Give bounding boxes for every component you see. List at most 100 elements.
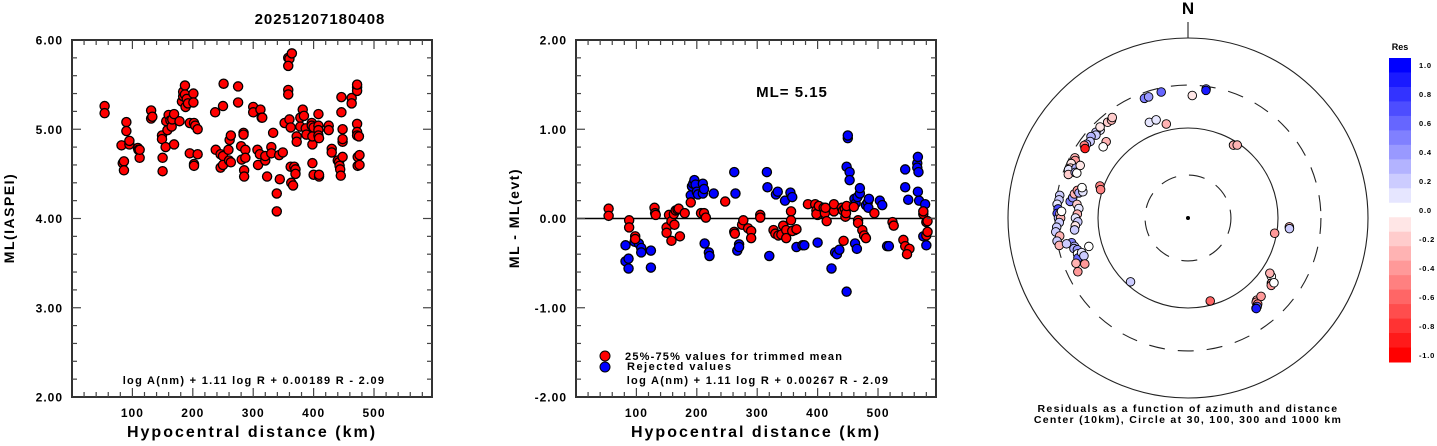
data-point bbox=[323, 124, 334, 136]
data-point bbox=[232, 97, 244, 108]
rejected-point bbox=[883, 240, 895, 252]
colorbar-swatch bbox=[1389, 289, 1411, 305]
trimmed-point bbox=[623, 222, 635, 233]
data-point bbox=[218, 78, 229, 89]
rejected-point bbox=[623, 253, 634, 264]
station-point bbox=[1095, 184, 1106, 195]
ring-30km bbox=[1144, 174, 1232, 262]
rejected-point bbox=[772, 186, 783, 197]
data-point bbox=[337, 124, 348, 135]
colorbar-swatch bbox=[1389, 159, 1411, 175]
rejected-point bbox=[899, 182, 911, 193]
y-tick-label: 2.00 bbox=[540, 34, 567, 48]
x-tick-label: 200 bbox=[181, 406, 204, 420]
ml-distance-plot: 100 200 300 400 500 2.00 3.00 4.00 5.00 6.00 Hyp… bbox=[1, 34, 433, 441]
trimmed-point bbox=[901, 248, 913, 260]
y-tick-label: 4.00 bbox=[36, 212, 63, 226]
colorbar-swatch bbox=[1389, 86, 1411, 102]
data-point bbox=[282, 60, 294, 72]
legend-marker-rejected bbox=[599, 361, 611, 373]
rejected-point bbox=[730, 188, 741, 199]
rejected-point bbox=[902, 194, 914, 206]
rejected-point bbox=[851, 243, 863, 255]
y-tick-label: 2.00 bbox=[36, 391, 63, 405]
data-point bbox=[326, 147, 337, 158]
rejected-point bbox=[912, 151, 924, 163]
ml-distance-frame bbox=[71, 39, 433, 398]
rejected-point bbox=[899, 164, 911, 175]
ml-distance-points bbox=[99, 48, 365, 217]
station-point bbox=[1071, 258, 1081, 269]
rejected-point bbox=[844, 174, 855, 186]
station-point bbox=[1061, 239, 1072, 249]
data-point bbox=[282, 89, 294, 100]
rejected-point bbox=[645, 262, 657, 273]
x-tick-label: 200 bbox=[685, 406, 708, 420]
colorbar-swatch bbox=[1389, 333, 1411, 349]
data-point bbox=[209, 107, 221, 118]
residual-distance-formula: log A(nm) + 1.11 log R + 0.00267 R - 2.0… bbox=[627, 375, 890, 387]
colorbar-tick-label: 1.0 bbox=[1419, 61, 1432, 70]
rejected-point bbox=[826, 263, 837, 274]
data-point bbox=[174, 115, 185, 127]
rejected-point bbox=[635, 247, 647, 258]
colorbar-swatch bbox=[1389, 217, 1411, 233]
data-point bbox=[298, 110, 310, 122]
data-point bbox=[285, 122, 296, 133]
y-tick-label: -1.00 bbox=[535, 301, 567, 315]
rejected-point bbox=[842, 130, 854, 141]
data-point bbox=[188, 160, 200, 172]
data-point bbox=[188, 88, 199, 99]
figure-title: 20251207180408 bbox=[255, 11, 386, 28]
data-point bbox=[225, 157, 237, 168]
data-point bbox=[267, 127, 279, 139]
rejected-point bbox=[762, 182, 773, 193]
colorbar-swatch bbox=[1389, 246, 1411, 262]
station-residual-points bbox=[1051, 84, 1295, 314]
trimmed-point bbox=[860, 232, 872, 244]
station-point bbox=[1143, 92, 1154, 102]
data-point bbox=[351, 79, 363, 90]
data-point bbox=[353, 131, 365, 142]
ml-annotation: ML= 5.15 bbox=[756, 84, 828, 101]
station-point bbox=[1107, 112, 1118, 123]
trimmed-point bbox=[820, 202, 831, 214]
colorbar-swatch bbox=[1389, 130, 1411, 146]
station-point bbox=[1284, 223, 1295, 234]
data-point bbox=[157, 152, 168, 164]
rejected-point bbox=[913, 166, 924, 178]
data-point bbox=[277, 147, 289, 158]
y-tick-label: 3.00 bbox=[36, 301, 63, 315]
data-point bbox=[225, 130, 237, 141]
station-point bbox=[1151, 115, 1161, 125]
ml-distance-ylabel: ML(IASPEI) bbox=[1, 173, 17, 263]
trimmed-point bbox=[869, 207, 880, 219]
x-tick-label: 300 bbox=[746, 406, 769, 420]
station-point bbox=[1187, 90, 1198, 101]
colorbar-swatch bbox=[1389, 347, 1411, 363]
y-tick-label: -2.00 bbox=[535, 391, 567, 405]
map-title: Residuals as a function of azimuth and d… bbox=[1038, 403, 1339, 415]
trimmed-point bbox=[729, 228, 741, 239]
colorbar-swatch bbox=[1389, 202, 1411, 218]
trimmed-point bbox=[754, 212, 766, 223]
station-point bbox=[1125, 277, 1136, 287]
legend-label-trimmed: 25%-75% values for trimmed mean bbox=[625, 351, 843, 363]
rejected-point bbox=[623, 263, 634, 274]
data-point bbox=[232, 81, 244, 92]
data-point bbox=[274, 173, 286, 185]
colorbar-swatch bbox=[1389, 260, 1411, 276]
data-point bbox=[168, 139, 180, 150]
trimmed-mean-points bbox=[603, 196, 933, 260]
colorbar-tick-label: 0.2 bbox=[1419, 177, 1432, 186]
data-point bbox=[192, 148, 203, 160]
rejected-point bbox=[733, 241, 745, 253]
data-point bbox=[238, 129, 249, 140]
colorbar-swatch bbox=[1389, 173, 1411, 189]
station-point bbox=[1251, 303, 1261, 314]
rejected-point bbox=[854, 182, 866, 194]
data-point bbox=[336, 91, 347, 103]
data-point bbox=[346, 98, 357, 109]
station-point bbox=[1069, 225, 1080, 235]
trimmed-point bbox=[661, 227, 672, 239]
